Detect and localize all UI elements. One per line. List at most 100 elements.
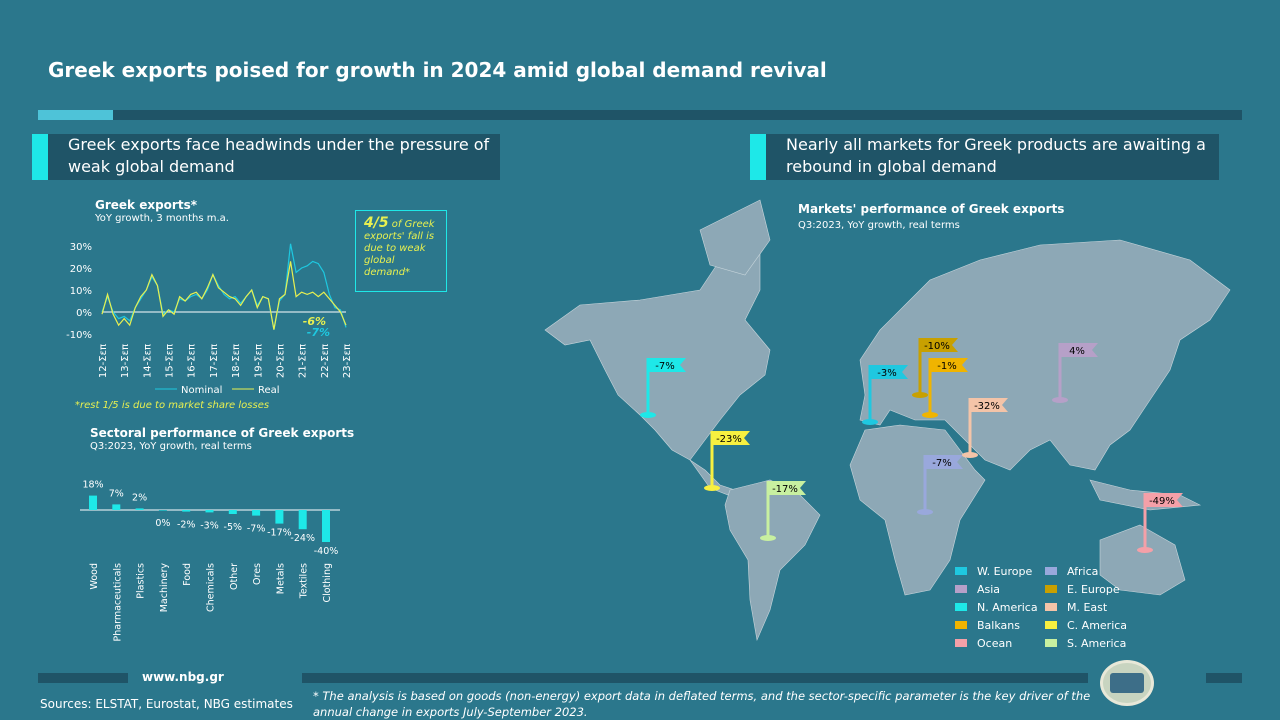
legend-swatch	[955, 639, 967, 647]
flag-asia: 4%	[1052, 343, 1098, 403]
category-label: Other	[229, 563, 240, 590]
bar-metals	[275, 510, 284, 524]
bar-value-label: -2%	[177, 520, 196, 531]
category-label: Pharmaceuticals	[112, 563, 123, 642]
bar-ores	[252, 510, 261, 516]
flag-value: -17%	[772, 484, 798, 495]
bar-value-label: -17%	[267, 528, 292, 539]
eurasia	[859, 239, 1231, 471]
x-tick-label: 16-Σεπ	[187, 344, 198, 378]
category-label: Wood	[89, 563, 100, 590]
y-tick-label: 20%	[70, 264, 92, 275]
legend-swatch	[1045, 639, 1057, 647]
bar-value-label: 2%	[132, 492, 147, 503]
y-tick-label: 0%	[76, 308, 92, 319]
bar-plastics	[135, 508, 144, 510]
flag-value: -7%	[932, 458, 951, 469]
bar-value-label: 0%	[155, 518, 170, 529]
legend-item: E. Europe	[1045, 580, 1145, 598]
legend-item: N. America	[955, 598, 1045, 616]
bar-chemicals	[205, 510, 214, 513]
legend-swatch	[1045, 585, 1057, 593]
sources: Sources: ELSTAT, Eurostat, NBG estimates	[40, 697, 293, 711]
bar-machinery	[158, 510, 167, 511]
legend-swatch	[1045, 603, 1057, 611]
bar-other	[228, 510, 237, 514]
bar-value-label: -40%	[314, 546, 339, 557]
x-tick-label: 13-Σεπ	[120, 344, 131, 378]
legend-swatch	[955, 603, 967, 611]
greenland	[699, 199, 771, 276]
footer-note: * The analysis is based on goods (non-en…	[313, 689, 1091, 719]
series-line-real	[101, 261, 347, 330]
title-divider	[38, 110, 1242, 120]
x-tick-label: 14-Σεπ	[142, 344, 153, 378]
line-chart-title: Greek exports*	[95, 198, 197, 212]
flag-e-europe: -10%	[912, 338, 958, 398]
flag-s-america: -17%	[760, 481, 806, 541]
x-tick-label: 22-Σεπ	[320, 344, 331, 378]
legend-swatch	[955, 585, 967, 593]
flag-m-east: -32%	[962, 398, 1008, 458]
y-tick-label: 10%	[70, 286, 92, 297]
nbg-logo	[1100, 660, 1154, 706]
series-line-nominal	[101, 243, 347, 330]
legend-item: C. America	[1045, 616, 1145, 634]
map-title: Markets' performance of Greek exports	[798, 202, 1065, 216]
x-tick-label: 21-Σεπ	[298, 344, 309, 378]
world-map: -3% 4% -7% -1% -49% -7% -10% -32% -23% -17%	[544, 199, 1231, 642]
bar-value-label: -24%	[290, 533, 315, 544]
end-label-real: -6%	[303, 315, 326, 328]
legend-item: Asia	[955, 580, 1045, 598]
flag-value: -3%	[877, 368, 896, 379]
flag-value: -32%	[974, 401, 1000, 412]
category-label: Food	[182, 563, 193, 586]
y-tick-label: -10%	[66, 330, 92, 341]
flag-w-europe: -3%	[862, 365, 908, 425]
line-chart-subtitle: YoY growth, 3 months m.a.	[95, 213, 229, 224]
category-label: Ores	[252, 563, 263, 585]
flag-value: -10%	[924, 341, 950, 352]
bar-textiles	[298, 510, 307, 530]
flag-value: -23%	[716, 434, 742, 445]
legend-item: Africa	[1045, 562, 1145, 580]
flag-value: 4%	[1069, 346, 1085, 357]
bar-value-label: -7%	[247, 524, 266, 535]
line-chart-footnote: *rest 1/5 is due to market share losses	[75, 400, 270, 411]
flag-c-america: -23%	[704, 431, 750, 491]
flag-value: -7%	[655, 361, 674, 372]
category-label: Chemicals	[206, 563, 217, 612]
bar-clothing	[322, 510, 330, 542]
bar-value-label: -3%	[200, 520, 219, 531]
legend-swatch	[1045, 567, 1057, 575]
page-title: Greek exports poised for growth in 2024 …	[48, 58, 827, 82]
bar-value-label: 7%	[109, 488, 124, 499]
right-section-header: Nearly all markets for Greek products ar…	[750, 134, 1219, 180]
legend-item: W. Europe	[955, 562, 1045, 580]
flag-value: -49%	[1149, 496, 1175, 507]
legend-item: Balkans	[955, 616, 1045, 634]
x-tick-label: 18-Σεπ	[231, 344, 242, 378]
legend-label: Real	[258, 385, 280, 396]
legend-item: M. East	[1045, 598, 1145, 616]
bar-chart-subtitle: Q3:2023, YoY growth, real terms	[90, 441, 252, 452]
bar-value-label: 18%	[82, 480, 103, 491]
bar-wood	[89, 495, 97, 510]
website-link[interactable]: www.nbg.gr	[142, 670, 224, 684]
callout-box: 4/5 of Greek exports' fall is due to wea…	[355, 210, 447, 292]
left-section-header: Greek exports face headwinds under the p…	[32, 134, 500, 180]
legend-swatch	[955, 567, 967, 575]
south-america	[724, 479, 821, 642]
bar-chart-title: Sectoral performance of Greek exports	[90, 426, 355, 440]
category-label: Plastics	[136, 563, 147, 599]
y-tick-label: 30%	[70, 242, 92, 253]
category-label: Clothing	[322, 563, 333, 603]
x-tick-label: 17-Σεπ	[209, 344, 220, 378]
bar-value-label: -5%	[224, 522, 243, 533]
x-tick-label: 15-Σεπ	[165, 344, 176, 378]
category-label: Textiles	[299, 563, 310, 599]
category-label: Metals	[275, 563, 286, 594]
flag-value: -1%	[937, 361, 956, 372]
legend-label: Nominal	[181, 385, 222, 396]
map-subtitle: Q3:2023, YoY growth, real terms	[798, 220, 960, 231]
